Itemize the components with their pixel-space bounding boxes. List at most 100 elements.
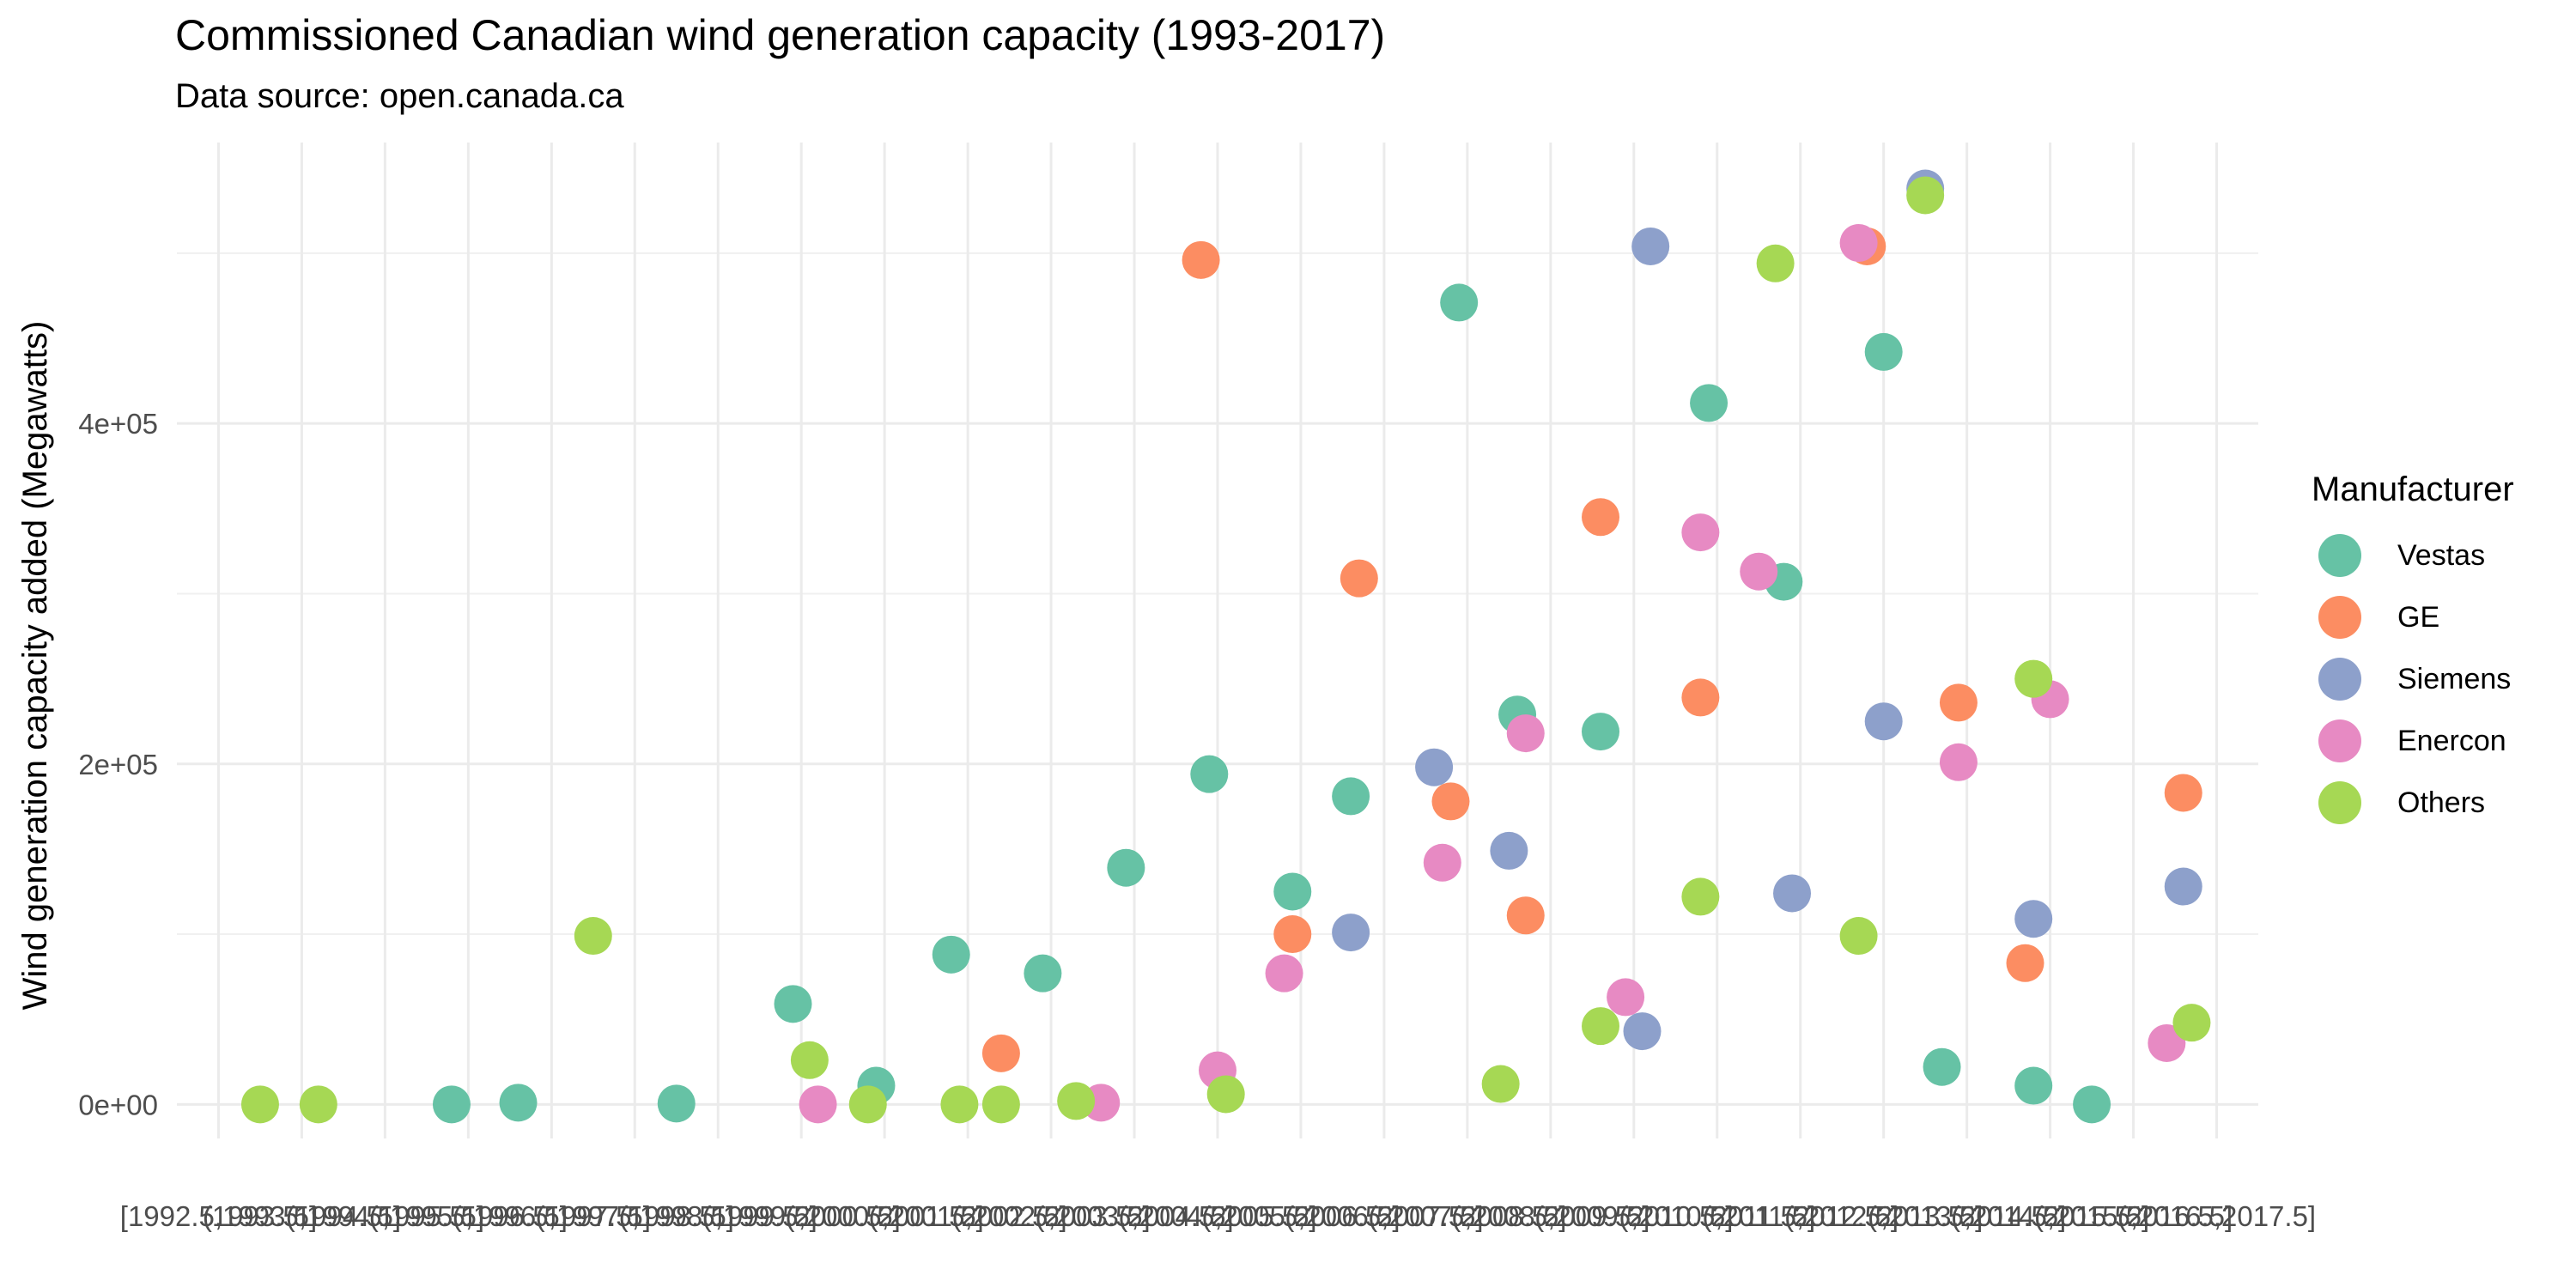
data-point-enercon [799,1085,837,1124]
data-point-ge [1939,683,1978,722]
data-point-others [574,917,612,956]
data-point-enercon [1265,954,1303,993]
x-tick-label: (2003.5,2004.5] [1035,1200,1233,1232]
chart-subtitle: Data source: open.canada.ca [175,77,624,115]
legend-key [2318,534,2361,577]
data-point-enercon [1681,513,1720,552]
data-point-vestas [1190,755,1229,793]
data-point-others [1681,877,1720,916]
legend-key [2318,596,2361,639]
data-point-ge [981,1034,1020,1072]
data-point-siemens [1631,227,1670,265]
data-point-vestas [1332,777,1370,816]
x-tick-label: (2006.5,2007.5] [1285,1200,1483,1232]
data-point-siemens [1332,914,1370,952]
x-tick-label: (2012.5,2013.5] [1784,1200,1983,1232]
x-tick-label: (2008.5,2009.5] [1451,1200,1649,1232]
data-point-enercon [1740,552,1778,591]
x-tick-label: (2013.5,2014.5] [1868,1200,2066,1232]
data-point-vestas [932,935,970,974]
y-axis-title: Wind generation capacity added (Megawatt… [16,321,54,1011]
data-point-ge [1681,678,1720,717]
data-point-others [1906,176,1945,215]
data-point-siemens [1623,1012,1662,1051]
data-point-ge [2164,774,2202,812]
data-point-siemens [1415,748,1454,786]
data-point-siemens [1490,831,1528,870]
x-tick-label: (1994.5,1995.5] [286,1200,484,1232]
x-tick-label: (1998.5,1999.5] [619,1200,817,1232]
data-point-vestas [1864,332,1903,371]
data-point-others [848,1085,887,1124]
x-tick-label: (2007.5,2008.5] [1368,1200,1566,1232]
data-point-others [1481,1065,1520,1103]
data-point-vestas [1440,283,1479,322]
legend: Manufacturer Vestas GE Siemens Enercon Other… [2312,470,2514,834]
data-point-vestas [657,1084,696,1123]
data-point-others [1206,1075,1245,1114]
data-point-vestas [1690,384,1728,422]
data-point-ge [2006,944,2044,982]
legend-item-ge: GE [2312,586,2514,648]
legend-items: Vestas GE Siemens Enercon Others [2312,525,2514,834]
x-tick-label: (2010.5,2011.5] [1619,1200,1815,1232]
legend-item-siemens: Siemens [2312,648,2514,710]
x-tick-label: (1995.5,1996.5] [369,1200,568,1232]
x-tick-label: (2015.5,2016.5] [2034,1200,2233,1232]
data-points [240,169,2211,1124]
data-point-vestas [432,1085,471,1124]
y-tick-label: 0e+00 [78,1089,158,1120]
axis-ticks: 0e+00 2e+05 4e+05 [1992.5,1993.5](1993.5,19… [78,408,2316,1232]
data-point-siemens [1773,874,1812,913]
data-point-ge [1182,240,1220,279]
data-point-others [1839,917,1878,956]
x-tick-label: (2016.5,2017.5] [2117,1200,2316,1232]
data-point-siemens [2164,867,2202,906]
chart-title: Commissioned Canadian wind generation ca… [175,11,1386,59]
x-tick-label: (1996.5,1997.5] [453,1200,651,1232]
x-tick-label: (2009.5,2010.5] [1534,1200,1733,1232]
data-point-vestas [1024,954,1062,993]
x-tick-label: (2014.5,2015.5] [1951,1200,2149,1232]
data-point-enercon [1423,843,1461,882]
data-point-ge [1273,915,1312,954]
data-point-others [240,1085,279,1124]
data-point-ge [1582,498,1620,537]
y-tick-label: 2e+05 [78,749,158,780]
data-point-vestas [499,1084,538,1122]
legend-label: Vestas [2397,538,2486,572]
data-point-vestas [774,985,812,1023]
data-point-vestas [1273,872,1312,911]
x-tick-label: (2001.5,2002.5] [869,1200,1067,1232]
data-point-enercon [1607,978,1645,1017]
x-tick-label: (2000.5,2001.5] [786,1200,984,1232]
data-point-others [1057,1082,1096,1120]
legend-item-vestas: Vestas [2312,525,2514,586]
legend-label: Siemens [2397,662,2512,695]
x-tick-label: (2011.5,2012.5] [1702,1200,1899,1232]
data-point-enercon [1939,743,1978,781]
legend-item-others: Others [2312,772,2514,834]
x-tick-label: (2002.5,2003.5] [951,1200,1150,1232]
legend-title: Manufacturer [2312,470,2514,508]
x-tick-label: (2004.5,2005.5] [1118,1200,1316,1232]
data-point-others [2014,659,2053,698]
data-point-others [1582,1007,1620,1046]
x-tick-label: (2005.5,2006.5] [1201,1200,1400,1232]
data-point-vestas [1582,713,1620,751]
data-point-enercon [1506,714,1545,753]
legend-label: Others [2397,786,2486,819]
data-point-siemens [2014,900,2053,938]
legend-key [2318,719,2361,762]
x-tick-label: (1993.5,1994.5] [203,1200,401,1232]
legend-item-enercon: Enercon [2312,710,2514,772]
data-point-others [940,1085,979,1124]
data-point-others [981,1085,1020,1124]
data-point-enercon [1839,223,1878,262]
legend-key [2318,658,2361,701]
data-point-siemens [1864,702,1903,741]
data-point-vestas [1923,1047,1961,1086]
legend-label: GE [2397,600,2440,634]
data-point-others [1756,244,1795,282]
